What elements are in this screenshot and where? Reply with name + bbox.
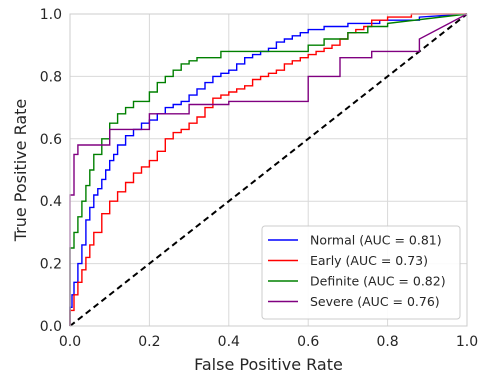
y-tick-labels: 0.0 0.2 0.4 0.6 0.8 1.0	[40, 7, 62, 335]
series-group	[69, 13, 468, 326]
plot-frame	[69, 13, 468, 327]
x-axis-title: False Positive Rate	[194, 355, 343, 374]
x-tick-label: 0.6	[297, 334, 319, 350]
x-tick-label: 0.2	[138, 334, 160, 350]
legend-label-early: Early (AUC = 0.73)	[310, 253, 428, 268]
x-tick-label: 0.0	[59, 334, 81, 350]
roc-curve-normal	[69, 13, 468, 326]
legend-label-severe: Severe (AUC = 0.76)	[310, 294, 440, 309]
x-tick-label: 0.4	[218, 334, 240, 350]
y-tick-label: 0.6	[40, 132, 62, 148]
legend: Normal (AUC = 0.81) Early (AUC = 0.73) Def…	[261, 225, 461, 320]
y-tick-label: 0.2	[40, 257, 62, 273]
x-tick-label: 1.0	[456, 334, 478, 350]
y-tick-label: 0.4	[40, 194, 62, 210]
y-tick-label: 0.0	[40, 319, 62, 335]
legend-label-definite: Definite (AUC = 0.82)	[310, 274, 446, 289]
x-tick-labels: 0.0 0.2 0.4 0.6 0.8 1.0	[59, 334, 478, 350]
y-axis-title: True Positive Rate	[11, 99, 30, 243]
roc-curve-definite	[69, 13, 468, 326]
roc-curve-severe	[69, 13, 468, 326]
x-tick-label: 0.8	[376, 334, 398, 350]
legend-box	[261, 225, 461, 320]
chance-diagonal-line	[69, 13, 468, 327]
legend-label-normal: Normal (AUC = 0.81)	[310, 233, 442, 248]
reference-line-group	[69, 13, 468, 327]
y-tick-label: 1.0	[40, 7, 62, 23]
y-tick-label: 0.8	[40, 69, 62, 85]
roc-curve-early	[69, 13, 467, 326]
